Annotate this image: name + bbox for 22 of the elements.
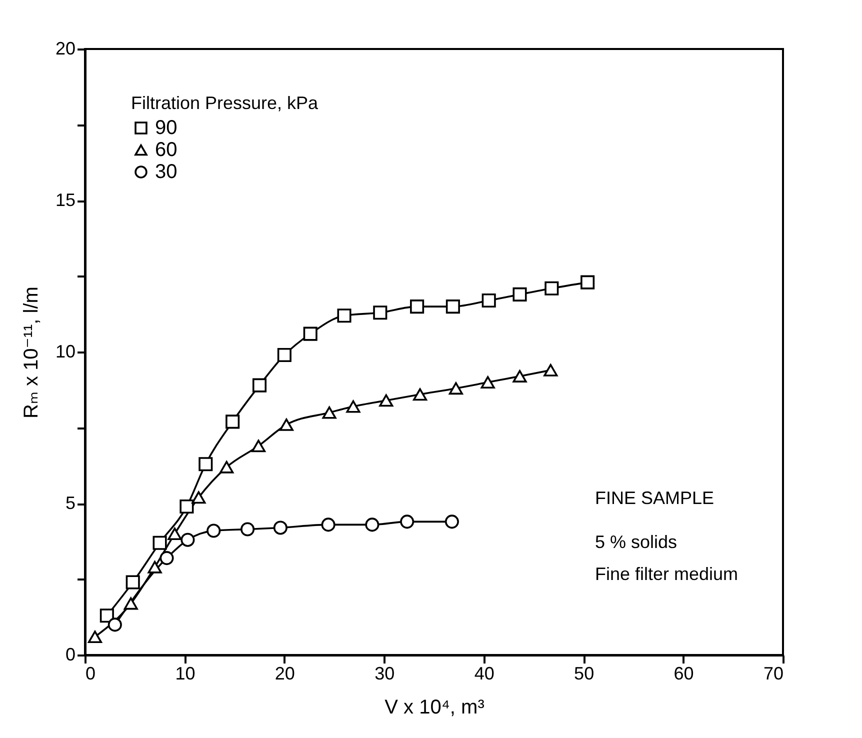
- y-axis-title: Rₘ x 10⁻¹¹, l/m: [20, 286, 42, 418]
- y-tick-label: 20: [55, 38, 76, 58]
- y-tick-label: 0: [65, 644, 76, 664]
- y-tick-label: 15: [55, 190, 76, 210]
- legend-title: Filtration Pressure, kPa: [131, 93, 320, 113]
- legend-label: 30: [155, 161, 178, 183]
- annotation: Fine filter medium: [595, 564, 738, 584]
- x-tick-label: 60: [674, 664, 694, 684]
- annotation: FINE SAMPLE: [595, 488, 714, 508]
- x-tick-label: 70: [763, 664, 784, 684]
- annotation: 5 % solids: [595, 532, 678, 552]
- x-tick-label: 10: [175, 664, 196, 684]
- x-tick-label: 40: [474, 664, 494, 684]
- x-tick-label: 20: [274, 664, 295, 684]
- y-tick-label: 5: [65, 493, 76, 513]
- x-axis-title: V x 10⁴, m³: [384, 696, 485, 718]
- x-tick-label: 50: [574, 664, 594, 684]
- legend-label: 90: [155, 117, 178, 139]
- legend-label: 60: [155, 139, 178, 161]
- y-tick-label: 10: [55, 342, 76, 362]
- x-tick-label: 0: [86, 664, 96, 684]
- x-tick-label: 30: [374, 664, 395, 684]
